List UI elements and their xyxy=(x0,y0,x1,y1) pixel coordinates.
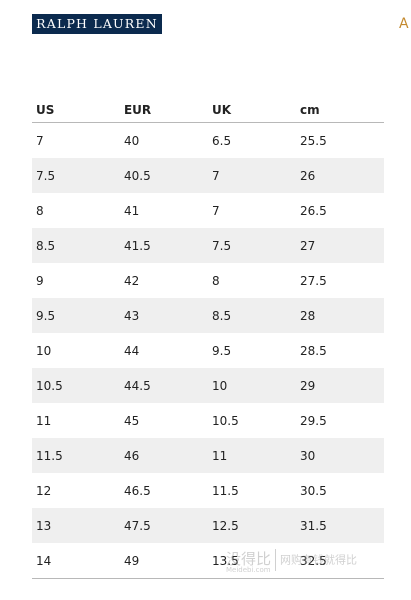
table-row: 9 42 8 27.5 xyxy=(32,263,384,298)
table-row: 8 41 7 26.5 xyxy=(32,193,384,228)
table-row: 14 49 13.5 32.5 xyxy=(32,543,384,579)
cell-uk: 7.5 xyxy=(208,228,296,263)
header-uk: UK xyxy=(208,98,296,123)
cell-uk: 8 xyxy=(212,273,220,288)
header-cm: cm xyxy=(295,98,384,123)
cell-us: 8 xyxy=(36,203,44,218)
cell-eur: 46.5 xyxy=(123,483,151,498)
cell-uk: 7 xyxy=(212,203,220,218)
cell-eur: 41.5 xyxy=(119,228,208,263)
cell-us: 7 xyxy=(36,133,44,148)
cell-eur: 40 xyxy=(123,133,140,148)
ralph-lauren-logo: RALPH LAUREN xyxy=(32,14,162,34)
table-header-row: US EUR UK cm xyxy=(32,98,384,123)
cell-cm: 29 xyxy=(295,368,384,403)
corner-letter: A xyxy=(399,16,409,32)
cell-us: 9.5 xyxy=(32,298,120,333)
cell-us: 12 xyxy=(36,483,52,498)
cell-eur: 43 xyxy=(119,298,208,333)
cell-eur: 49 xyxy=(119,543,208,579)
cell-eur: 42 xyxy=(123,273,140,288)
cell-uk: 13.5 xyxy=(208,543,296,579)
cell-cm: 30 xyxy=(295,438,384,473)
cell-cm: 25.5 xyxy=(299,133,327,148)
cell-uk: 7 xyxy=(208,158,296,193)
cell-eur: 40.5 xyxy=(119,158,208,193)
cell-cm: 32.5 xyxy=(295,543,384,579)
table-row: 10.5 44.5 10 29 xyxy=(32,368,384,403)
cell-uk: 12.5 xyxy=(208,508,296,543)
cell-uk: 10.5 xyxy=(212,413,239,428)
cell-cm: 29.5 xyxy=(299,413,327,428)
cell-us: 13 xyxy=(32,508,120,543)
cell-uk: 11 xyxy=(208,438,296,473)
cell-eur: 45 xyxy=(123,413,140,428)
cell-eur: 44 xyxy=(123,343,140,358)
cell-cm: 26 xyxy=(295,158,384,193)
table-row: 8.5 41.5 7.5 27 xyxy=(32,228,384,263)
cell-us: 14 xyxy=(32,543,120,579)
cell-cm: 28.5 xyxy=(299,343,327,358)
header-eur: EUR xyxy=(119,98,208,123)
cell-us: 8.5 xyxy=(32,228,120,263)
header-us: US xyxy=(32,98,120,123)
cell-cm: 26.5 xyxy=(299,203,327,218)
cell-cm: 27.5 xyxy=(299,273,327,288)
table-row: 11 45 10.5 29.5 xyxy=(32,403,384,438)
cell-uk: 11.5 xyxy=(212,483,239,498)
cell-us: 9 xyxy=(36,273,44,288)
cell-cm: 27 xyxy=(295,228,384,263)
table-row: 9.5 43 8.5 28 xyxy=(32,298,384,333)
table-row: 7 40 6.5 25.5 xyxy=(32,123,384,159)
cell-us: 11 xyxy=(36,413,52,428)
cell-us: 11.5 xyxy=(32,438,120,473)
cell-uk: 9.5 xyxy=(212,343,232,358)
cell-us: 10 xyxy=(36,343,52,358)
table-row: 13 47.5 12.5 31.5 xyxy=(32,508,384,543)
cell-us: 7.5 xyxy=(32,158,120,193)
size-conversion-table: US EUR UK cm 7 40 6.5 25.5 7.5 40.5 7 26… xyxy=(32,98,384,579)
cell-uk: 10 xyxy=(208,368,296,403)
cell-cm: 30.5 xyxy=(299,483,327,498)
table-row: 11.5 46 11 30 xyxy=(32,438,384,473)
table-row: 7.5 40.5 7 26 xyxy=(32,158,384,193)
cell-eur: 46 xyxy=(119,438,208,473)
cell-uk: 8.5 xyxy=(208,298,296,333)
cell-us: 10.5 xyxy=(32,368,120,403)
cell-cm: 28 xyxy=(295,298,384,333)
cell-eur: 47.5 xyxy=(119,508,208,543)
table-row: 12 46.5 11.5 30.5 xyxy=(32,473,384,508)
cell-eur: 41 xyxy=(123,203,140,218)
cell-cm: 31.5 xyxy=(295,508,384,543)
table-row: 10 44 9.5 28.5 xyxy=(32,333,384,368)
cell-eur: 44.5 xyxy=(119,368,208,403)
cell-uk: 6.5 xyxy=(212,133,232,148)
